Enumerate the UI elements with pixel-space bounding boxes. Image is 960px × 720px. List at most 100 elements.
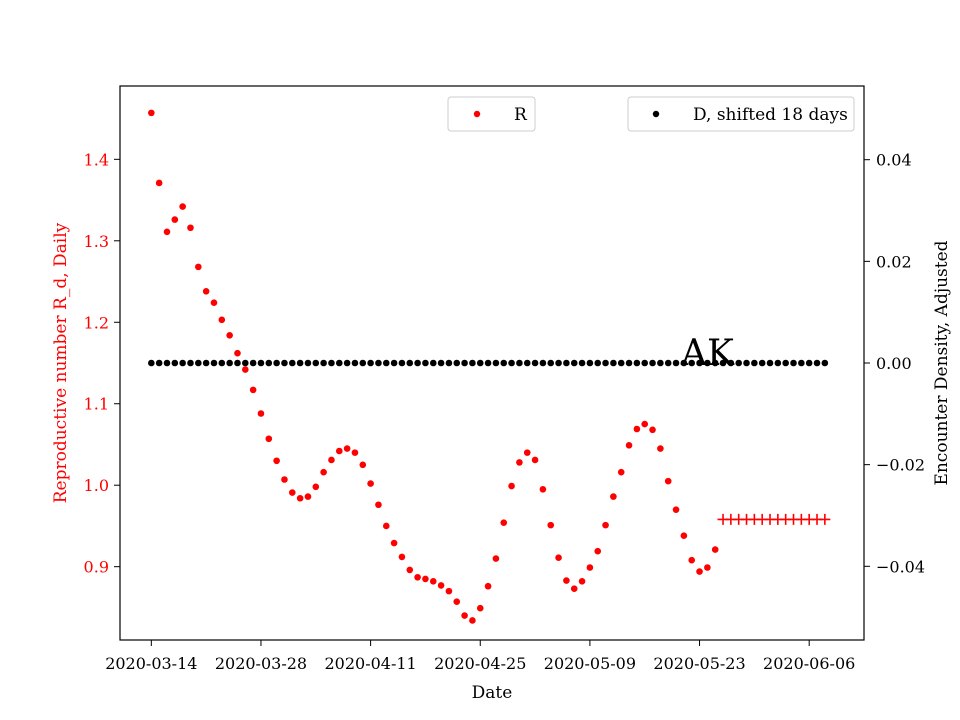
r-data-point: [429, 578, 437, 585]
r-data-point: [516, 459, 523, 466]
d-data-point: [288, 359, 296, 367]
d-data-point: [649, 359, 656, 367]
d-data-point: [508, 359, 515, 367]
r-data-point: [657, 445, 664, 452]
r-data-point: [249, 386, 257, 394]
d-series-marks: [148, 359, 829, 367]
d-data-point: [523, 359, 531, 367]
d-data-point: [343, 359, 351, 367]
r-data-point: [469, 617, 476, 624]
d-data-point: [406, 359, 414, 367]
r-data-point: [649, 426, 656, 434]
r-data-point: [210, 299, 218, 307]
d-data-point: [414, 359, 421, 367]
d-data-point: [257, 359, 265, 367]
r-data-point: [680, 532, 688, 540]
left-y-tick-label: 1.4: [84, 150, 109, 169]
d-data-point: [610, 359, 617, 367]
r-data-point: [664, 477, 672, 485]
right-y-tick-label: 0.00: [876, 354, 912, 373]
d-data-point: [453, 359, 461, 367]
legend-r-marker: [473, 110, 481, 118]
left-y-tick-label: 1.0: [84, 476, 109, 495]
d-data-point: [758, 359, 766, 367]
r-data-point: [226, 332, 233, 339]
d-data-point: [210, 359, 218, 367]
d-data-point: [163, 359, 171, 367]
d-data-point: [594, 359, 602, 367]
r-data-point: [508, 482, 515, 490]
d-data-point: [390, 359, 398, 367]
x-tick-label: 2020-03-14: [105, 654, 197, 673]
d-data-point: [171, 359, 179, 367]
d-data-point: [265, 359, 273, 367]
r-data-point: [202, 288, 210, 295]
x-tick-label: 2020-04-25: [434, 654, 526, 673]
x-tick-label: 2020-03-28: [215, 654, 307, 673]
d-data-point: [249, 359, 257, 367]
r-data-point: [610, 493, 617, 500]
r-data-point: [578, 578, 586, 585]
r-data-point: [187, 224, 194, 232]
d-data-point: [586, 359, 594, 367]
d-data-point: [320, 359, 327, 367]
r-forecast-point: [819, 513, 831, 525]
r-data-point: [633, 425, 641, 433]
r-data-point: [547, 521, 555, 529]
d-data-point: [500, 359, 508, 367]
r-data-point: [586, 564, 594, 571]
r-data-point: [304, 493, 312, 500]
r-data-point: [148, 109, 155, 117]
d-data-point: [711, 359, 719, 367]
r-data-point: [273, 457, 280, 465]
left-y-tick-label: 1.2: [84, 313, 109, 332]
r-data-point: [453, 598, 461, 606]
r-data-point: [414, 573, 421, 581]
d-data-point: [570, 359, 578, 367]
d-data-point: [821, 359, 829, 367]
x-tick-label: 2020-06-06: [763, 654, 855, 673]
d-data-point: [774, 359, 782, 367]
left-y-tick-label: 1.1: [84, 395, 109, 414]
r-data-point: [390, 539, 398, 547]
r-data-point: [602, 521, 609, 529]
d-data-point: [328, 359, 335, 367]
r-data-point: [312, 483, 320, 491]
d-data-point: [382, 359, 390, 367]
d-data-point: [281, 359, 288, 367]
r-data-point: [570, 585, 578, 592]
d-data-point: [672, 359, 680, 367]
d-data-point: [476, 359, 484, 367]
d-data-point: [179, 359, 186, 367]
r-data-point: [195, 263, 202, 271]
x-axis-label: Date: [472, 683, 513, 703]
r-data-point: [484, 582, 492, 590]
r-series-marks: [148, 109, 831, 624]
d-data-point: [539, 359, 547, 367]
r-data-point: [500, 519, 508, 526]
legend-r: R: [447, 96, 536, 132]
d-data-point: [735, 359, 742, 367]
d-data-point: [429, 359, 437, 367]
legend-d-box: [627, 96, 855, 132]
d-data-point: [461, 359, 468, 367]
legend-d: D, shifted 18 days: [627, 96, 855, 132]
right-y-axis-ticks: −0.04 −0.02 0.00 0.02 0.04: [864, 151, 925, 576]
d-data-point: [719, 359, 727, 367]
r-data-point: [343, 445, 351, 452]
d-data-point: [469, 359, 476, 367]
r-data-point: [351, 449, 359, 456]
d-data-point: [218, 359, 226, 367]
r-data-point: [218, 316, 226, 324]
r-data-point: [155, 179, 163, 187]
d-data-point: [602, 359, 609, 367]
d-data-point: [641, 359, 649, 367]
r-data-point: [461, 612, 468, 619]
r-data-point: [625, 441, 633, 449]
d-data-point: [437, 359, 445, 367]
d-data-point: [234, 359, 241, 367]
r-data-point: [171, 216, 179, 223]
r-data-point: [594, 547, 602, 555]
r-data-point: [179, 203, 186, 210]
d-data-point: [547, 359, 555, 367]
